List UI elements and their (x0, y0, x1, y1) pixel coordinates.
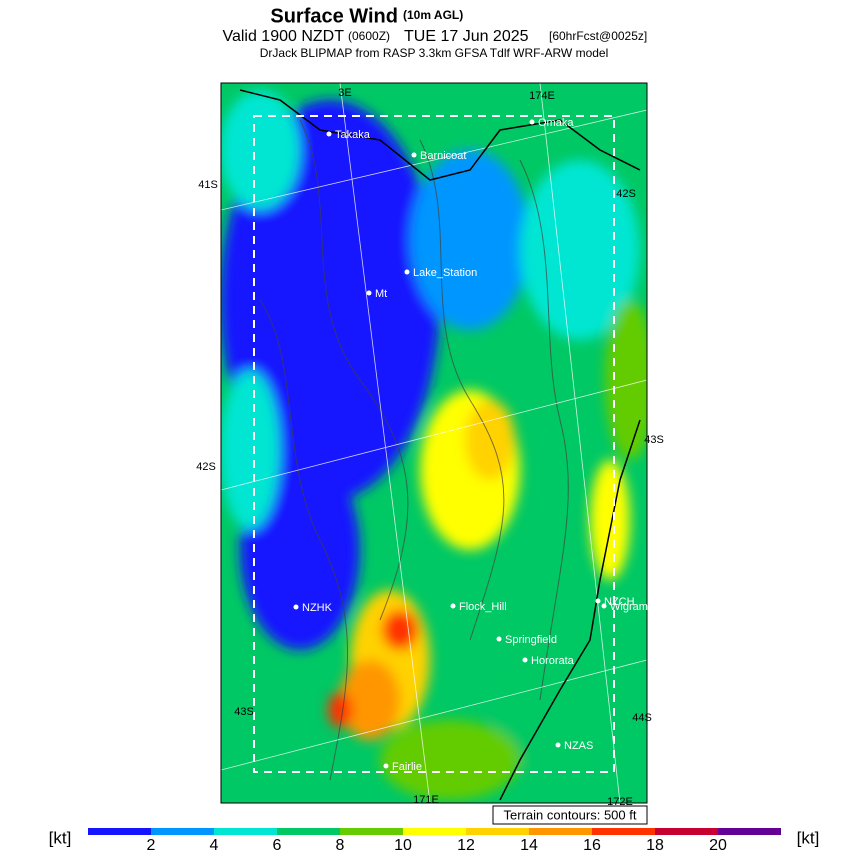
place-dot (601, 603, 607, 609)
colorbar-tick: 8 (336, 837, 345, 854)
colorbar-segment (340, 828, 403, 835)
grid-label: 41S (198, 179, 218, 191)
grid-label: 43S (234, 706, 254, 718)
forecast: [60hrFcst@0025z] (549, 29, 647, 43)
grid-label: 43S (644, 434, 664, 446)
colorbar-segment (88, 828, 151, 835)
valid: Valid 1900 NZDT (222, 28, 344, 45)
colorbar-segment (151, 828, 214, 835)
place-label: NZCH (604, 596, 635, 608)
colorbar-tick: 4 (210, 837, 219, 854)
map-frame (220, 82, 648, 804)
grid-label: 172E (607, 796, 633, 808)
place-dot (411, 152, 417, 158)
colorbar-segment (529, 828, 592, 835)
colorbar-segment (655, 828, 718, 835)
colorbar-segment (718, 828, 781, 835)
grid-label: 171E (413, 794, 439, 806)
grid-label: 42S (196, 461, 216, 473)
place-dot (404, 269, 410, 275)
place-label: NZAS (564, 740, 593, 752)
place-label: Fairlie (392, 761, 422, 773)
place-dot (383, 763, 389, 769)
place-dot (293, 604, 299, 610)
place-label: Takaka (335, 129, 371, 141)
colorbar-tick: 16 (583, 837, 601, 854)
place-label: Lake_Station (413, 267, 477, 279)
terrain-note: Terrain contours: 500 ft (504, 807, 637, 822)
colorbar-tick: 6 (273, 837, 282, 854)
date: TUE 17 Jun 2025 (404, 28, 529, 45)
grid-label: 3E (338, 87, 351, 99)
place-label: Omaka (538, 117, 574, 129)
colorbar-tick: 20 (709, 837, 727, 854)
colorbar-tick: 18 (646, 837, 664, 854)
place-label: Flock_Hill (459, 601, 507, 613)
grid-label: 42S (616, 188, 636, 200)
grid-label: 44S (632, 712, 652, 724)
place-label: Springfield (505, 634, 557, 646)
terrain-box (492, 805, 648, 825)
unit-right: [kt] (797, 828, 820, 847)
grid-label: 174E (529, 90, 555, 102)
place-dot (555, 742, 561, 748)
place-label: Wigram (610, 601, 648, 613)
place-label: NZHK (302, 602, 333, 614)
colorbar-tick: 10 (394, 837, 412, 854)
colorbar-segment (403, 828, 466, 835)
colorbar-tick: 14 (520, 837, 538, 854)
place-dot (366, 290, 372, 296)
place-dot (522, 657, 528, 663)
place-label: Hororata (531, 655, 575, 667)
place-dot (326, 131, 332, 137)
colorbar-segment (466, 828, 529, 835)
utc: (0600Z) (348, 29, 390, 43)
place-dot (450, 603, 456, 609)
title: Surface Wind (270, 5, 398, 27)
colorbar-segment (592, 828, 655, 835)
place-dot (595, 598, 601, 604)
place-dot (529, 119, 535, 125)
colorbar-segment (214, 828, 277, 835)
colorbar-tick: 12 (457, 837, 475, 854)
colorbar-segment (277, 828, 340, 835)
place-label: Mt (375, 288, 387, 300)
unit-left: [kt] (49, 828, 72, 847)
source: DrJack BLIPMAP from RASP 3.3km GFSA Tdlf… (260, 46, 609, 60)
place-label: Barnicoat (420, 150, 466, 162)
wind-field (221, 83, 647, 803)
place-dot (496, 636, 502, 642)
colorbar-tick: 2 (147, 837, 156, 854)
title-note: (10m AGL) (403, 8, 463, 22)
